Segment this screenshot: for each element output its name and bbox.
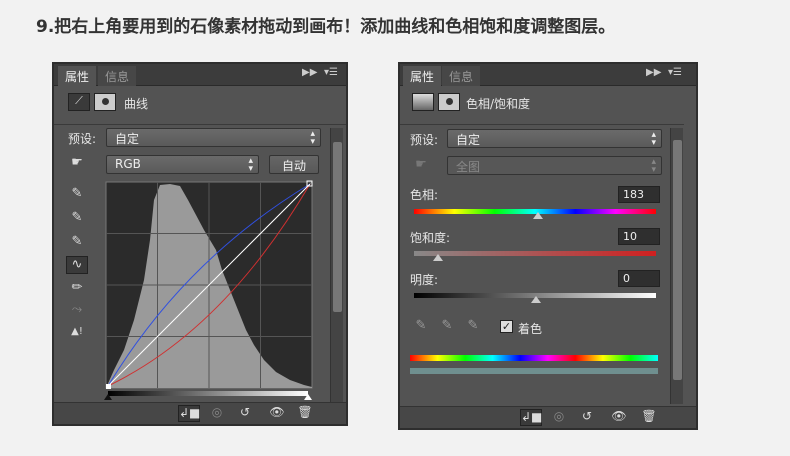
hue-slider-track[interactable] xyxy=(414,209,656,214)
range-select[interactable]: 全图 ▴ ▾ xyxy=(447,156,662,175)
view-previous-icon[interactable]: ◎ xyxy=(211,405,223,419)
scrollbar[interactable] xyxy=(670,128,683,404)
colorize-checkbox[interactable]: ✓ xyxy=(500,320,513,333)
saturation-slider-track[interactable] xyxy=(414,251,656,256)
eyedropper-black-icon[interactable]: ✎ xyxy=(71,186,83,201)
input-spectrum-bar xyxy=(410,355,658,361)
updown-icon: ▴ ▾ xyxy=(248,156,253,174)
adjustment-header: ⟋ 曲线 xyxy=(54,87,346,125)
preset-value: 自定 xyxy=(115,132,140,146)
range-value: 全图 xyxy=(456,160,481,174)
preset-select[interactable]: 自定 ▴ ▾ xyxy=(447,129,662,148)
preset-label: 预设: xyxy=(410,133,439,147)
tab-bar: 属性 信息 ▶▶ ▾☰ xyxy=(400,64,696,86)
scroll-thumb[interactable] xyxy=(673,140,682,380)
collapse-icon[interactable]: ▶▶ xyxy=(302,67,318,78)
eyedropper-subtract-icon[interactable]: ✎ xyxy=(467,318,479,333)
reset-icon[interactable]: ↺ xyxy=(581,409,593,423)
pencil-icon[interactable]: ✏ xyxy=(71,280,83,295)
visibility-icon[interactable]: 👁 xyxy=(269,405,285,419)
lightness-label: 明度: xyxy=(410,273,439,287)
mask-icon[interactable] xyxy=(438,93,460,111)
eyedropper-white-icon[interactable]: ✎ xyxy=(71,234,83,249)
lightness-input[interactable]: 0 xyxy=(618,270,660,287)
tab-info[interactable]: 信息 xyxy=(98,66,137,86)
mask-icon[interactable] xyxy=(94,93,116,111)
output-spectrum-bar xyxy=(410,368,658,374)
scrollbar[interactable] xyxy=(330,128,343,402)
blue-curve xyxy=(107,183,311,387)
curves-adjustment-icon: ⟋ xyxy=(68,93,90,111)
panel-menu-icon[interactable]: ▾☰ xyxy=(668,67,682,78)
curve-point-icon[interactable]: ∿ xyxy=(66,256,88,274)
reset-icon[interactable]: ↺ xyxy=(239,405,251,419)
saturation-slider-knob[interactable] xyxy=(433,254,443,261)
lightness-slider-knob[interactable] xyxy=(531,296,541,303)
adjustment-name: 曲线 xyxy=(124,97,149,111)
clip-to-layer-icon[interactable]: ↲■ xyxy=(520,409,543,426)
preset-select[interactable]: 自定 ▴ ▾ xyxy=(106,128,321,147)
adjustment-header: 色相/饱和度 xyxy=(400,87,684,125)
updown-icon: ▴ ▾ xyxy=(310,129,315,147)
visibility-icon[interactable]: 👁 xyxy=(611,409,627,423)
bottom-toolbar: ↲■ ◎ ↺ 👁 🗑 xyxy=(54,402,346,424)
curves-graph[interactable] xyxy=(104,180,314,400)
adjustment-name: 色相/饱和度 xyxy=(466,97,531,111)
page-title: 9.把右上角要用到的石像素材拖动到画布！添加曲线和色相饱和度调整图层。 xyxy=(36,17,616,37)
preset-label: 预设: xyxy=(68,132,97,146)
preset-value: 自定 xyxy=(456,133,481,147)
updown-icon: ▴ ▾ xyxy=(651,157,656,175)
clip-to-layer-icon[interactable]: ↲■ xyxy=(178,405,201,422)
eyedropper-icon[interactable]: ✎ xyxy=(415,318,427,333)
saturation-input[interactable]: 10 xyxy=(618,228,660,245)
trash-icon[interactable]: 🗑 xyxy=(297,405,313,419)
tab-info[interactable]: 信息 xyxy=(442,66,481,86)
bottom-toolbar: ↲■ ◎ ↺ 👁 🗑 xyxy=(400,406,696,428)
rgb-curve xyxy=(107,183,311,387)
auto-button[interactable]: 自动 xyxy=(269,155,319,174)
curves-properties-panel: 属性 信息 ▶▶ ▾☰ ⟋ 曲线 预设: 自定 ▴ ▾ ☛ RGB ▴ ▾ 自动 ✎ ✎… xyxy=(52,62,348,426)
smooth-icon[interactable]: ⤳ xyxy=(71,302,83,317)
trash-icon[interactable]: 🗑 xyxy=(641,409,657,423)
view-previous-icon[interactable]: ◎ xyxy=(553,409,565,423)
channel-value: RGB xyxy=(115,157,141,171)
saturation-label: 饱和度: xyxy=(410,231,451,245)
updown-icon: ▴ ▾ xyxy=(651,130,656,148)
hue-saturation-adjustment-icon xyxy=(412,93,434,111)
eyedropper-gray-icon[interactable]: ✎ xyxy=(71,210,83,225)
colorize-label: 着色 xyxy=(518,322,543,336)
eyedropper-add-icon[interactable]: ✎ xyxy=(441,318,453,333)
hue-slider-knob[interactable] xyxy=(533,212,543,219)
tab-bar: 属性 信息 ▶▶ ▾☰ xyxy=(54,64,346,86)
scroll-thumb[interactable] xyxy=(333,142,342,312)
channel-select[interactable]: RGB ▴ ▾ xyxy=(106,155,259,174)
tab-properties[interactable]: 属性 xyxy=(58,66,97,86)
hue-saturation-properties-panel: 属性 信息 ▶▶ ▾☰ 色相/饱和度 预设: 自定 ▴ ▾ ☛ 全图 ▴ ▾ 色相: 1… xyxy=(398,62,698,430)
hand-target-icon[interactable]: ☛ xyxy=(71,155,83,170)
hand-target-icon: ☛ xyxy=(415,157,427,172)
red-curve xyxy=(107,183,311,387)
hue-input[interactable]: 183 xyxy=(618,186,660,203)
lightness-slider-track[interactable] xyxy=(414,293,656,298)
tab-properties[interactable]: 属性 xyxy=(403,66,442,86)
collapse-icon[interactable]: ▶▶ xyxy=(646,67,662,78)
clipping-warning-icon[interactable]: ▲! xyxy=(71,326,83,337)
hue-label: 色相: xyxy=(410,188,439,202)
panel-menu-icon[interactable]: ▾☰ xyxy=(324,67,338,78)
